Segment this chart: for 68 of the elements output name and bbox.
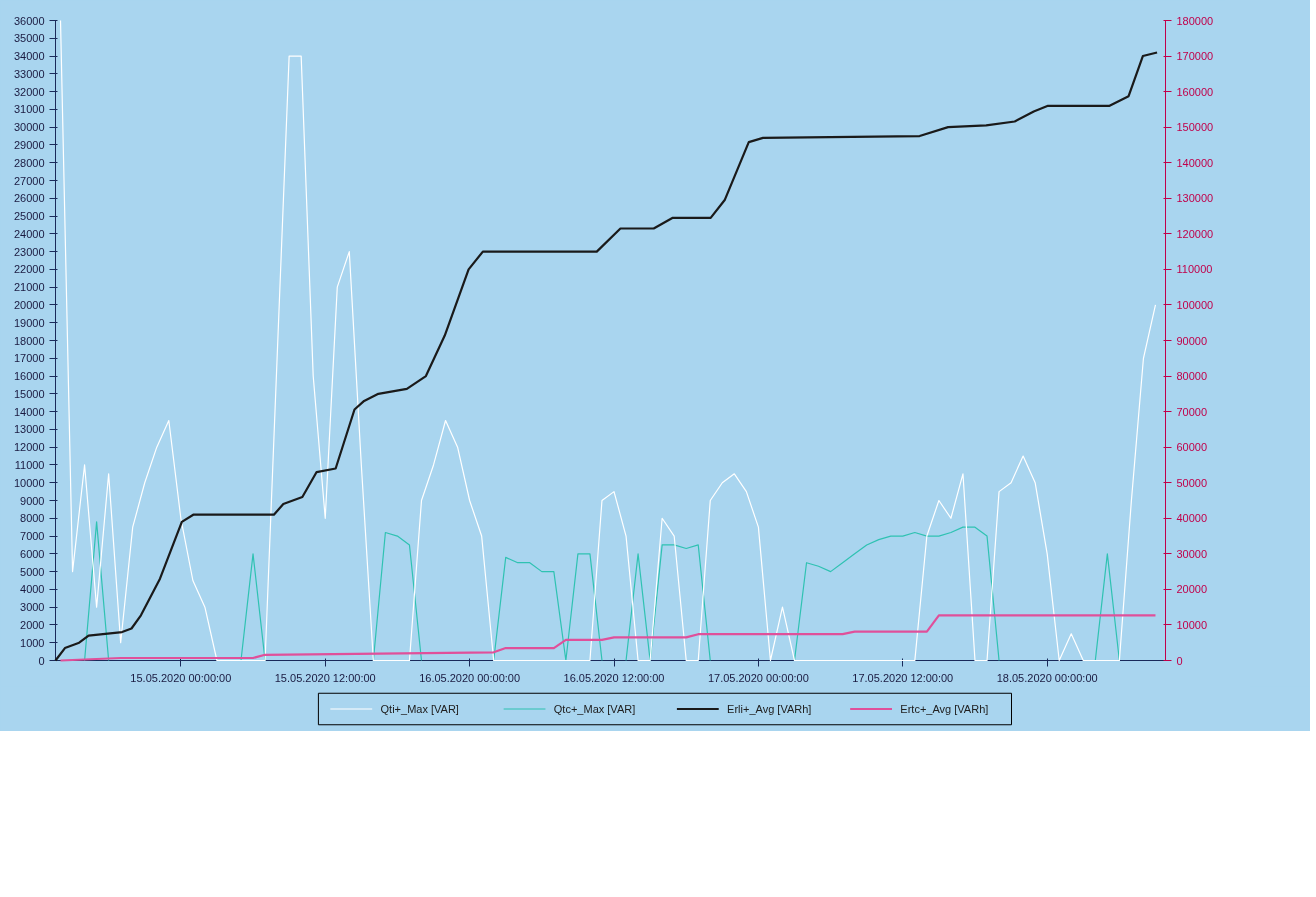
x-tick-label: 17.05.2020 12:00:00 [852,671,954,684]
x-tick-label: 18.05.2020 00:00:00 [996,671,1098,684]
y-tick-label: 24000 [13,227,45,240]
y-tick-label: 35000 [13,32,45,45]
legend-label: Erli+_Avg [VARh] [727,703,812,715]
y-tick-label: 20000 [13,298,45,311]
y-tick-label: 3000 [20,601,45,614]
y2-tick-label: 90000 [1176,334,1208,347]
y-tick-label: 1000 [20,636,45,649]
y-tick-label: 23000 [13,245,45,258]
y2-tick-label: 180000 [1176,14,1214,27]
y2-tick-label: 170000 [1176,50,1214,63]
y2-tick-label: 70000 [1176,405,1208,418]
y2-tick-label: 130000 [1176,192,1214,205]
y-tick-label: 6000 [20,547,45,560]
y2-tick-label: 140000 [1176,156,1214,169]
y2-tick-label: 10000 [1176,618,1208,631]
y-tick-label: 11000 [14,458,45,471]
y-tick-label: 7000 [20,530,45,543]
y-tick-label: 18000 [13,334,45,347]
legend-label: Qtc+_Max [VAR] [553,703,636,715]
y2-tick-label: 80000 [1176,370,1208,383]
y-tick-label: 19000 [13,316,45,329]
y2-tick-label: 0 [1176,654,1183,667]
y-tick-label: 13000 [13,423,45,436]
y2-tick-label: 160000 [1176,85,1214,98]
y-tick-label: 25000 [13,210,45,223]
y-tick-label: 33000 [13,67,45,80]
y-tick-label: 14000 [13,405,45,418]
y-tick-label: 36000 [13,14,45,27]
x-tick-label: 15.05.2020 12:00:00 [274,671,376,684]
x-tick-label: 17.05.2020 00:00:00 [707,671,809,684]
y-tick-label: 27000 [13,174,45,187]
y-tick-label: 31000 [13,103,45,116]
y-tick-label: 32000 [13,85,45,98]
y-tick-label: 34000 [13,50,45,63]
y2-tick-label: 40000 [1176,512,1208,525]
y-tick-label: 8000 [20,512,45,525]
y2-tick-label: 50000 [1176,476,1208,489]
y-tick-label: 17000 [13,352,45,365]
y-tick-label: 30000 [13,121,45,134]
y-tick-label: 21000 [13,281,45,294]
legend-label: Ertc+_Avg [VARh] [900,703,989,715]
y2-tick-label: 60000 [1176,441,1208,454]
y-tick-label: 22000 [13,263,45,276]
y-tick-label: 9000 [20,494,45,507]
y2-tick-label: 100000 [1176,298,1214,311]
y2-tick-label: 120000 [1176,227,1214,240]
y-tick-label: 28000 [13,156,45,169]
y-tick-label: 5000 [20,565,45,578]
y-tick-label: 0 [38,654,45,667]
y2-tick-label: 150000 [1176,121,1214,134]
y-tick-label: 15000 [13,387,45,400]
y2-tick-label: 110000 [1176,263,1213,276]
y-tick-label: 12000 [13,441,45,454]
x-tick-label: 15.05.2020 00:00:00 [130,671,232,684]
y-tick-label: 29000 [13,138,45,151]
y-tick-label: 4000 [20,583,45,596]
x-tick-label: 16.05.2020 12:00:00 [563,671,665,684]
legend-label: Qti+_Max [VAR] [380,703,459,715]
y-tick-label: 10000 [13,476,45,489]
y-tick-label: 16000 [13,370,45,383]
y-tick-label: 26000 [13,192,45,205]
line-series [59,614,1157,662]
x-tick-label: 16.05.2020 00:00:00 [419,671,521,684]
y2-tick-label: 20000 [1176,583,1208,596]
y2-tick-label: 30000 [1176,547,1208,560]
y-tick-label: 2000 [20,618,45,631]
